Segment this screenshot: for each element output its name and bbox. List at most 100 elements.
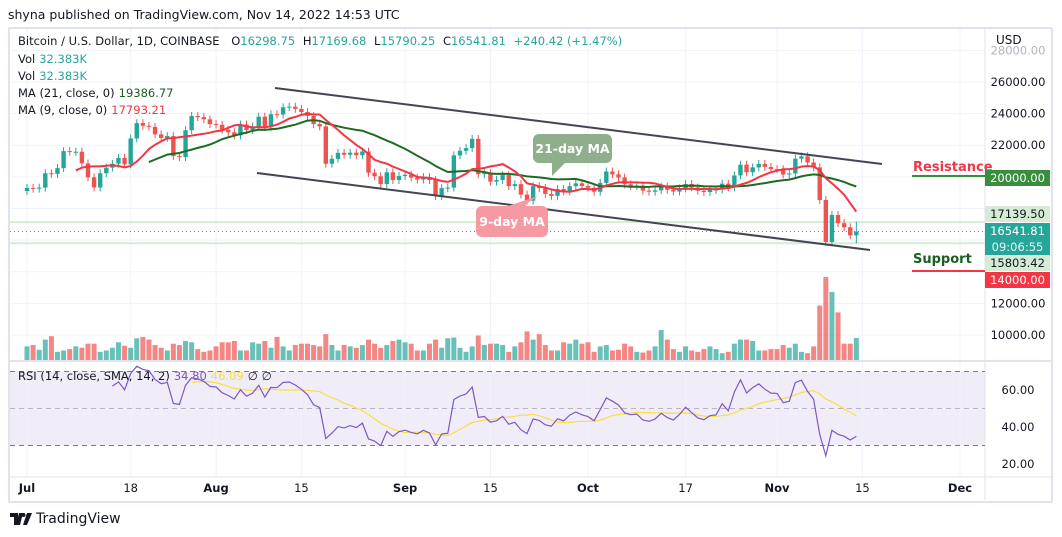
- volume-bar: [353, 347, 359, 360]
- candle-body: [628, 184, 633, 187]
- close-label: C: [442, 34, 451, 48]
- volume-bar: [725, 351, 731, 360]
- rsi-legend: RSI (14, close, SMA, 14, 2) 34.80 46.09 ∅ ∅: [18, 369, 276, 383]
- volume-bar: [24, 346, 30, 360]
- volume-bar: [744, 339, 750, 360]
- volume-bar: [213, 346, 219, 360]
- volume-bar: [359, 345, 365, 360]
- candle-body: [780, 169, 786, 175]
- volume-bar: [548, 350, 554, 360]
- volume-bar: [164, 350, 170, 360]
- volume-bar: [170, 343, 176, 360]
- candle-body: [232, 132, 237, 136]
- candle-body: [122, 157, 127, 165]
- ma9-line: [75, 112, 858, 213]
- volume-bar: [786, 347, 792, 360]
- volume-bar: [158, 347, 164, 360]
- volume-bar: [433, 339, 439, 360]
- candle-body: [372, 172, 377, 177]
- volume-bar: [390, 340, 396, 360]
- volume-bar: [183, 340, 189, 360]
- candle-body: [500, 175, 505, 181]
- open-label: O: [231, 34, 241, 48]
- candle-body: [299, 108, 304, 113]
- symbol-legend: Bitcoin / U.S. Dollar, 1D, COINBASE O162…: [18, 34, 626, 48]
- volume-bar: [811, 346, 817, 360]
- rsi-tick-label: 60.00: [1002, 383, 1035, 397]
- volume-bar: [762, 350, 768, 360]
- volume-bar: [292, 345, 298, 360]
- candle-body: [835, 214, 841, 224]
- candle-body: [152, 126, 158, 135]
- volume-bar: [683, 346, 689, 360]
- candle-body: [433, 180, 438, 196]
- volume-bar: [286, 350, 292, 360]
- ma9-value: 17793.21: [111, 103, 167, 117]
- candle-body: [811, 162, 816, 168]
- candle-body: [183, 130, 188, 158]
- candle-body: [408, 174, 414, 178]
- candle-body: [817, 167, 822, 200]
- candle-body: [280, 107, 286, 115]
- volume-bar: [640, 352, 646, 360]
- bar-countdown: 09:06:55: [991, 240, 1044, 254]
- rsi-tick-label: 40.00: [1002, 420, 1035, 434]
- volume-bar: [195, 349, 201, 360]
- volume-bar: [365, 339, 371, 360]
- candle-body: [262, 116, 268, 127]
- volume-bar: [652, 346, 658, 360]
- candle-body: [317, 124, 322, 127]
- candle-body: [665, 186, 670, 190]
- volume-bar: [420, 350, 426, 360]
- volume-bar: [646, 350, 652, 360]
- candle-body: [744, 164, 749, 173]
- candle-body: [622, 177, 627, 185]
- price-tick-label: 10000.00: [991, 328, 1046, 342]
- volume-bar: [634, 351, 640, 360]
- candle-body: [293, 106, 298, 109]
- candle-body: [402, 174, 408, 177]
- vol-label: Vol: [18, 69, 36, 83]
- volume-bar: [658, 330, 664, 360]
- candle-body: [750, 167, 755, 173]
- candle-body: [177, 156, 182, 158]
- volume-bar: [756, 350, 762, 360]
- rsi-label: RSI (14, close, SMA, 14, 2): [18, 369, 170, 383]
- volume-bar: [737, 339, 743, 360]
- volume-bar: [457, 347, 463, 360]
- candle-body: [854, 231, 859, 236]
- volume-bar: [219, 342, 225, 360]
- candle-body: [415, 177, 420, 180]
- volume-bar: [152, 345, 158, 360]
- volume-bar: [731, 343, 737, 360]
- tradingview-logo-icon: [10, 513, 32, 525]
- chart-frame: [8, 27, 1053, 503]
- candle-body: [579, 183, 585, 187]
- volume-bar: [30, 345, 36, 360]
- volume-bar: [378, 347, 384, 360]
- volume-bar: [48, 336, 54, 360]
- tradingview-logo[interactable]: TradingView: [10, 511, 121, 527]
- vol-value: 32.383K: [39, 69, 87, 83]
- candle-body: [24, 187, 30, 191]
- volume-bar: [347, 346, 353, 360]
- volume-bar: [414, 350, 420, 360]
- volume-bar: [591, 351, 597, 360]
- candle-body: [140, 123, 146, 126]
- candle-body: [49, 173, 54, 175]
- candle-body: [701, 190, 707, 193]
- time-axis-label: 15: [483, 481, 498, 495]
- candle-body: [518, 184, 524, 195]
- candle-body: [482, 173, 487, 175]
- candle-body: [646, 190, 652, 192]
- volume-bar: [774, 349, 780, 360]
- time-axis-label: 15: [294, 481, 309, 495]
- rsi-value: 34.80: [173, 369, 207, 383]
- candle-body: [61, 151, 66, 169]
- candle-body: [384, 172, 389, 184]
- candle-body: [396, 176, 402, 181]
- volume-bar: [268, 347, 274, 360]
- candle-body: [768, 166, 774, 170]
- candle-body: [36, 187, 42, 189]
